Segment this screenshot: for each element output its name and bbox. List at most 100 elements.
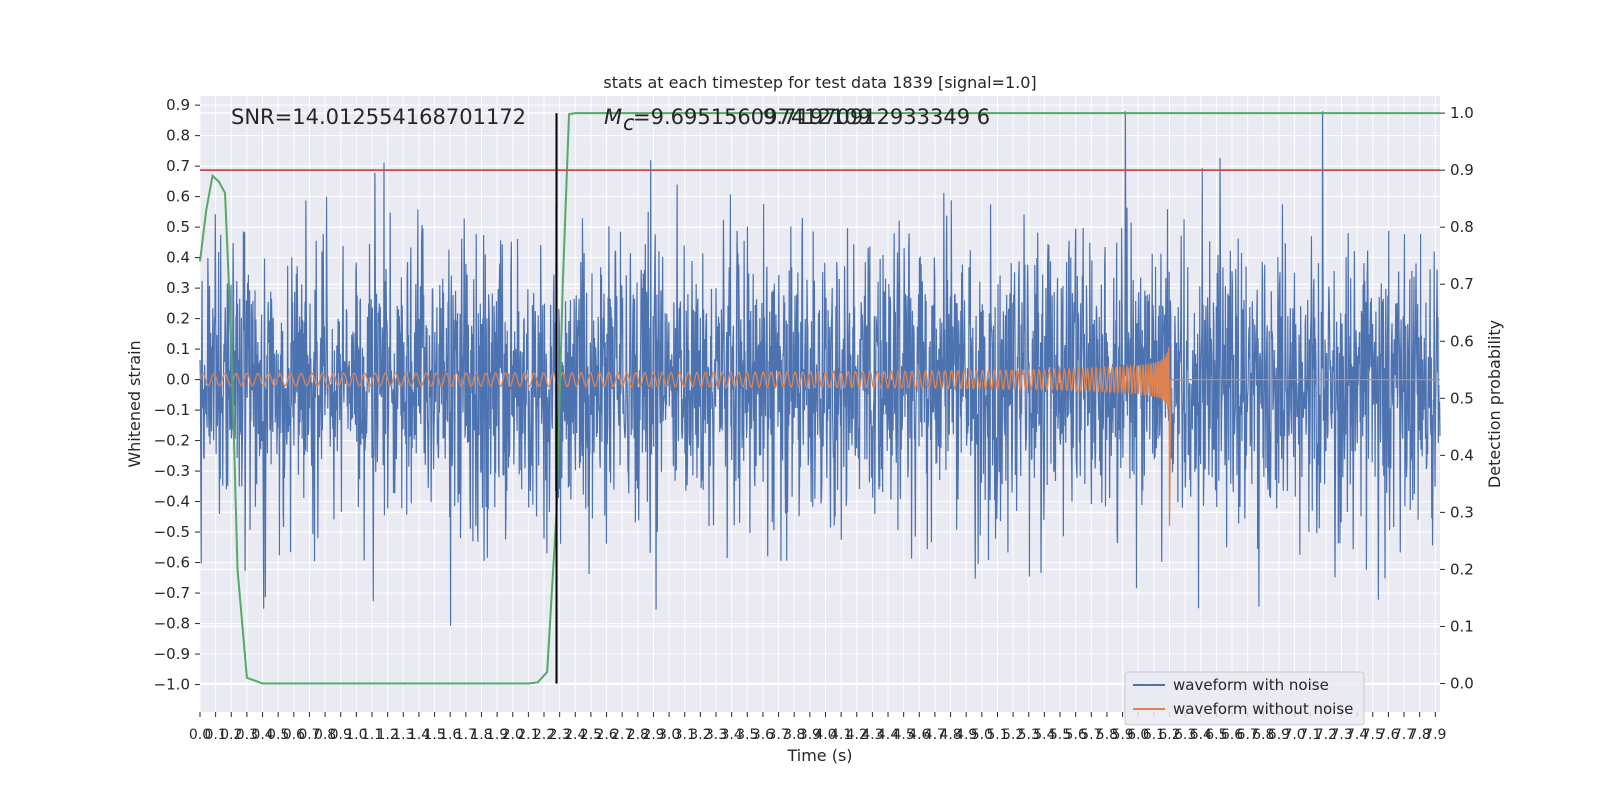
x-tick-label: 4.2 bbox=[846, 727, 868, 743]
detection-probability-line bbox=[199, 112, 1440, 685]
y-tick-label: 0.2 bbox=[166, 310, 190, 328]
x-tick-label: 6.5 bbox=[1205, 727, 1227, 743]
x-tick-label: 1.8 bbox=[470, 727, 492, 743]
x-tick-label: 3.4 bbox=[721, 727, 743, 743]
x-tick-label: 0.9 bbox=[330, 727, 352, 743]
snr-annotation: SNR=14.012554168701172 bbox=[231, 105, 526, 129]
y-tick-label: −0.2 bbox=[154, 432, 190, 450]
x-tick-label: 2.3 bbox=[549, 727, 571, 743]
x-tick-label: 4.1 bbox=[830, 727, 852, 743]
y-right-tick-label: 0.7 bbox=[1450, 275, 1474, 293]
y-right-tick-label: 0.8 bbox=[1450, 218, 1474, 236]
x-tick-label: 3.7 bbox=[767, 727, 789, 743]
x-tick-label: 0.1 bbox=[205, 727, 227, 743]
x-tick-label: 2.4 bbox=[564, 727, 586, 743]
x-tick-label: 0.5 bbox=[267, 727, 289, 743]
x-tick-label: 6.6 bbox=[1221, 727, 1243, 743]
y-tick-label: 0.6 bbox=[166, 188, 190, 206]
y-tick-label: 0.0 bbox=[166, 371, 190, 389]
x-tick-label: 0.0 bbox=[189, 727, 211, 743]
y-tick-label: −0.8 bbox=[154, 615, 190, 633]
series-waveform-without-noise bbox=[199, 346, 1440, 526]
y-tick-label: −0.3 bbox=[154, 462, 190, 480]
clean-waveform-line bbox=[199, 346, 1440, 526]
x-tick-label: 6.3 bbox=[1174, 727, 1196, 743]
x-tick-label: 1.3 bbox=[392, 727, 414, 743]
y-tick-label: −0.6 bbox=[154, 554, 190, 572]
x-tick-label: 7.9 bbox=[1424, 727, 1446, 743]
x-tick-label: 1.6 bbox=[439, 727, 461, 743]
x-tick-label: 2.8 bbox=[627, 727, 649, 743]
x-tick-label: 0.8 bbox=[314, 727, 336, 743]
x-tick-label: 1.0 bbox=[345, 727, 367, 743]
y-tick-label: 0.9 bbox=[166, 96, 190, 114]
y-tick-label: 0.7 bbox=[166, 157, 190, 175]
x-tick-label: 5.4 bbox=[1033, 727, 1055, 743]
x-tick-label: 7.6 bbox=[1377, 727, 1399, 743]
x-tick-label: 7.1 bbox=[1299, 727, 1321, 743]
series-detection-probability bbox=[199, 112, 1440, 685]
x-tick-label: 5.5 bbox=[1049, 727, 1071, 743]
y-tick-label: 0.4 bbox=[166, 249, 190, 267]
y-right-tick-label: 0.1 bbox=[1450, 617, 1474, 635]
x-tick-label: 7.7 bbox=[1393, 727, 1415, 743]
x-tick-label: 7.5 bbox=[1362, 727, 1384, 743]
x-tick-label: 4.4 bbox=[877, 727, 899, 743]
x-tick-label: 6.7 bbox=[1237, 727, 1259, 743]
x-tick-label: 7.0 bbox=[1283, 727, 1305, 743]
noise-waveform-line bbox=[199, 111, 1441, 626]
y-tick-label: 0.1 bbox=[166, 340, 190, 358]
y-right-tick-label: 0.0 bbox=[1450, 674, 1474, 692]
x-tick-label: 6.4 bbox=[1190, 727, 1212, 743]
x-tick-label: 4.5 bbox=[893, 727, 915, 743]
x-tick-label: 6.8 bbox=[1252, 727, 1274, 743]
x-tick-label: 2.7 bbox=[611, 727, 633, 743]
x-tick-label: 4.9 bbox=[955, 727, 977, 743]
x-tick-label: 0.7 bbox=[298, 727, 320, 743]
legend-label-noise: waveform with noise bbox=[1173, 676, 1329, 694]
x-tick-label: 2.0 bbox=[502, 727, 524, 743]
chart-title: stats at each timestep for test data 183… bbox=[603, 73, 1036, 92]
y-tick-label: −0.1 bbox=[154, 401, 190, 419]
x-tick-label: 3.1 bbox=[674, 727, 696, 743]
x-tick-label: 0.2 bbox=[220, 727, 242, 743]
y-tick-label: −0.9 bbox=[154, 645, 190, 663]
x-tick-label: 5.0 bbox=[971, 727, 993, 743]
y-tick-label: 0.3 bbox=[166, 279, 190, 297]
x-tick-label: 1.9 bbox=[486, 727, 508, 743]
chirp-mass-overlap-annotation: 9.71970912933349 6 bbox=[763, 105, 990, 129]
x-tick-label: 6.9 bbox=[1268, 727, 1290, 743]
x-tick-label: 5.1 bbox=[986, 727, 1008, 743]
x-tick-label: 4.7 bbox=[924, 727, 946, 743]
y-axis-label: Whitened strain bbox=[125, 340, 144, 467]
x-tick-label: 7.3 bbox=[1330, 727, 1352, 743]
x-tick-label: 7.8 bbox=[1409, 727, 1431, 743]
x-tick-label: 2.1 bbox=[517, 727, 539, 743]
x-tick-label: 5.8 bbox=[1096, 727, 1118, 743]
x-tick-label: 3.6 bbox=[752, 727, 774, 743]
x-tick-label: 0.6 bbox=[283, 727, 305, 743]
x-tick-label: 3.8 bbox=[783, 727, 805, 743]
x-tick-label: 7.4 bbox=[1346, 727, 1368, 743]
y-tick-label: −0.4 bbox=[154, 493, 190, 511]
x-tick-label: 3.3 bbox=[705, 727, 727, 743]
y-tick-label: −0.5 bbox=[154, 523, 190, 541]
x-tick-label: 4.8 bbox=[939, 727, 961, 743]
y-right-tick-label: 0.9 bbox=[1450, 161, 1474, 179]
x-tick-label: 0.4 bbox=[251, 727, 273, 743]
x-tick-label: 4.3 bbox=[861, 727, 883, 743]
x-tick-label: 2.5 bbox=[580, 727, 602, 743]
x-tick-label: 6.1 bbox=[1143, 727, 1165, 743]
x-tick-label: 5.3 bbox=[1018, 727, 1040, 743]
x-tick-label: 5.7 bbox=[1080, 727, 1102, 743]
x-tick-label: 6.2 bbox=[1158, 727, 1180, 743]
y-right-tick-label: 0.2 bbox=[1450, 560, 1474, 578]
legend-box bbox=[1124, 671, 1365, 726]
y-right-tick-label: 0.3 bbox=[1450, 503, 1474, 521]
x-tick-label: 3.2 bbox=[689, 727, 711, 743]
x-tick-label: 4.0 bbox=[814, 727, 836, 743]
y-right-tick-label: 0.4 bbox=[1450, 446, 1474, 464]
y-right-tick-label: 0.6 bbox=[1450, 332, 1474, 350]
y-tick-label: −0.7 bbox=[154, 584, 190, 602]
